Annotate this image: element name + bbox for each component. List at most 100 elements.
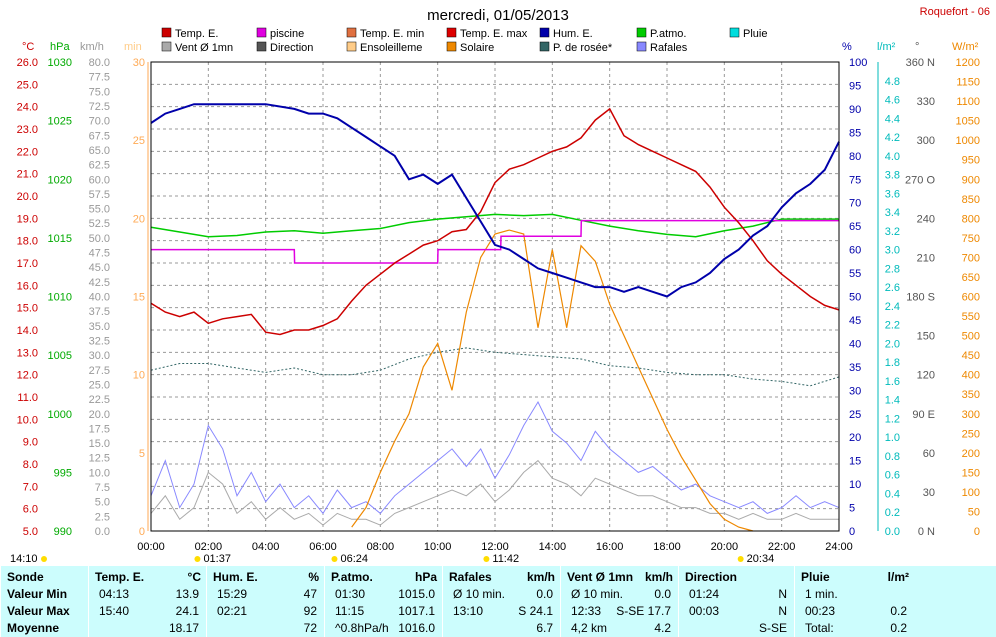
legend-label: Hum. E. bbox=[553, 28, 593, 40]
axis-tick-temp: 15.0 bbox=[17, 303, 38, 315]
axis-tick-dir: 180 S bbox=[906, 292, 935, 304]
summary-row: 04:13 13.9 bbox=[89, 586, 207, 603]
summary-header: P.atmo. bbox=[331, 570, 373, 584]
legend-swatch bbox=[161, 41, 172, 52]
summary-cell-value: 18.17 bbox=[168, 621, 199, 635]
series-layer bbox=[150, 103, 840, 532]
axis-tick-wind: 7.5 bbox=[95, 482, 110, 494]
summary-row: Moyenne bbox=[1, 620, 89, 637]
legend-label: Temp. E. min bbox=[360, 28, 424, 40]
summary-cell-time: 02:21 bbox=[217, 604, 248, 618]
station-name: Roquefort - 06 bbox=[920, 6, 990, 18]
axis-tick-hum: 5 bbox=[849, 503, 855, 515]
axis-tick-press: 1010 bbox=[48, 292, 72, 304]
axis-tick-solar: 950 bbox=[962, 155, 980, 167]
summary-cell-value: N bbox=[778, 604, 787, 618]
axis-tick-wind: 42.5 bbox=[89, 277, 110, 289]
axis-tick-press: 1020 bbox=[48, 174, 72, 186]
axis-tick-sun: 10 bbox=[133, 370, 145, 382]
axis-tick-dir: 330 bbox=[917, 96, 935, 108]
series-line-rafales bbox=[150, 400, 840, 515]
series-line-piscine bbox=[151, 219, 839, 264]
axis-tick-temp: 20.0 bbox=[17, 191, 38, 203]
axis-tick-dir: 120 bbox=[917, 370, 935, 382]
unit-wind: km/h bbox=[80, 41, 104, 53]
summary-row: S-SE bbox=[679, 620, 795, 637]
axis-tick-rain: 1.8 bbox=[885, 357, 900, 369]
axis-tick-hum: 25 bbox=[849, 409, 861, 421]
legend-label: Direction bbox=[270, 42, 313, 54]
legend-swatch bbox=[539, 41, 550, 52]
axis-tick-solar: 750 bbox=[962, 233, 980, 245]
summary-cell-time: 00:03 bbox=[689, 604, 720, 618]
axis-tick-time: 04:00 bbox=[252, 541, 280, 553]
summary-row: Valeur Max bbox=[1, 603, 89, 620]
summary-header-unit: km/h bbox=[526, 570, 555, 584]
summary-header-unit: °C bbox=[187, 570, 201, 584]
axis-tick-dir: 360 N bbox=[906, 57, 935, 69]
axis-tick-sun: 25 bbox=[133, 135, 145, 147]
axis-tick-wind: 75.0 bbox=[89, 86, 110, 98]
axis-tick-temp: 11.0 bbox=[17, 392, 38, 404]
axis-tick-wind: 47.5 bbox=[89, 248, 110, 260]
axis-tick-rain: 4.0 bbox=[885, 151, 900, 163]
summary-row: 00:23 0.2 bbox=[795, 603, 915, 620]
summary-col-gust: Rafales km/h Ø 10 min. 0.0 13:10 S 24.1 6.7 bbox=[442, 566, 561, 637]
unit-rain: l/m² bbox=[877, 41, 896, 53]
axis-tick-wind: 55.0 bbox=[89, 204, 110, 216]
summary-row: 01:24 N bbox=[679, 586, 795, 603]
axis-tick-time: 16:00 bbox=[596, 541, 624, 553]
summary-cell-value: 72 bbox=[303, 621, 317, 635]
axis-tick-rain: 3.4 bbox=[885, 207, 900, 219]
axis-tick-wind: 15.0 bbox=[89, 438, 110, 450]
summary-header: Direction bbox=[685, 570, 738, 584]
axis-tick-temp: 18.0 bbox=[17, 236, 38, 248]
summary-cell-time: 01:24 bbox=[689, 587, 720, 601]
axis-tick-dir: 60 bbox=[923, 448, 935, 460]
summary-cell-time: 12:33 bbox=[571, 604, 602, 618]
summary-cell-value: S-SE 17.7 bbox=[616, 604, 671, 618]
series-line-p-de-ros-e bbox=[150, 347, 840, 387]
axis-tick-rain: 0.6 bbox=[885, 470, 900, 482]
axis-tick-time: 10:00 bbox=[424, 541, 452, 553]
summary-row: 00:03 N bbox=[679, 603, 795, 620]
summary-cell-value: 92 bbox=[303, 604, 317, 618]
axis-tick-wind: 65.0 bbox=[89, 145, 110, 157]
axis-tick-solar: 1000 bbox=[956, 135, 980, 147]
axis-tick-time: 24:00 bbox=[825, 541, 853, 553]
summary-cell-time: Ø 10 min. bbox=[453, 587, 506, 601]
axis-tick-temp: 23.0 bbox=[17, 124, 38, 136]
series-line-p-atmo bbox=[150, 213, 839, 238]
series-line-vent-1mn bbox=[150, 459, 839, 526]
axis-tick-sun: 15 bbox=[133, 292, 145, 304]
axis-tick-wind: 12.5 bbox=[89, 453, 110, 465]
time-marker-label: 06:24 bbox=[340, 553, 368, 565]
axis-tick-wind: 40.0 bbox=[89, 292, 110, 304]
axis-tick-dir: 90 E bbox=[912, 409, 935, 421]
axis-tick-rain: 1.2 bbox=[885, 413, 900, 425]
axis-tick-time: 06:00 bbox=[309, 541, 337, 553]
axis-tick-solar: 900 bbox=[962, 174, 980, 186]
summary-row: Temp. E. °C bbox=[89, 569, 207, 586]
time-markers: 14:10 01:37 06:24 11:42 20:34 bbox=[10, 553, 774, 565]
summary-header-unit: km/h bbox=[644, 570, 673, 584]
axis-tick-dir: 240 bbox=[917, 213, 935, 225]
legend: Temp. E. piscine Temp. E. min Temp. E. max H… bbox=[161, 27, 767, 54]
axis-tick-hum: 100 bbox=[849, 57, 867, 69]
axis-tick-wind: 60.0 bbox=[89, 174, 110, 186]
axis-tick-hum: 45 bbox=[849, 315, 861, 327]
axis-tick-temp: 6.0 bbox=[23, 504, 38, 516]
summary-row: 18.17 bbox=[89, 620, 207, 637]
axis-tick-temp: 19.0 bbox=[17, 213, 38, 225]
summary-row: 13:10 S 24.1 bbox=[443, 603, 561, 620]
axis-tick-temp: 21.0 bbox=[17, 169, 38, 181]
legend-label: P. de rosée* bbox=[553, 42, 613, 54]
axis-tick-press: 1015 bbox=[48, 233, 72, 245]
axis-tick-wind: 35.0 bbox=[89, 321, 110, 333]
axis-tick-dir: 300 bbox=[917, 135, 935, 147]
unit-solar: W/m² bbox=[952, 41, 979, 53]
axis-tick-rain: 3.8 bbox=[885, 170, 900, 182]
unit-temp: °C bbox=[22, 41, 34, 53]
legend-label: Solaire bbox=[460, 42, 494, 54]
axis-tick-solar: 1050 bbox=[956, 116, 980, 128]
